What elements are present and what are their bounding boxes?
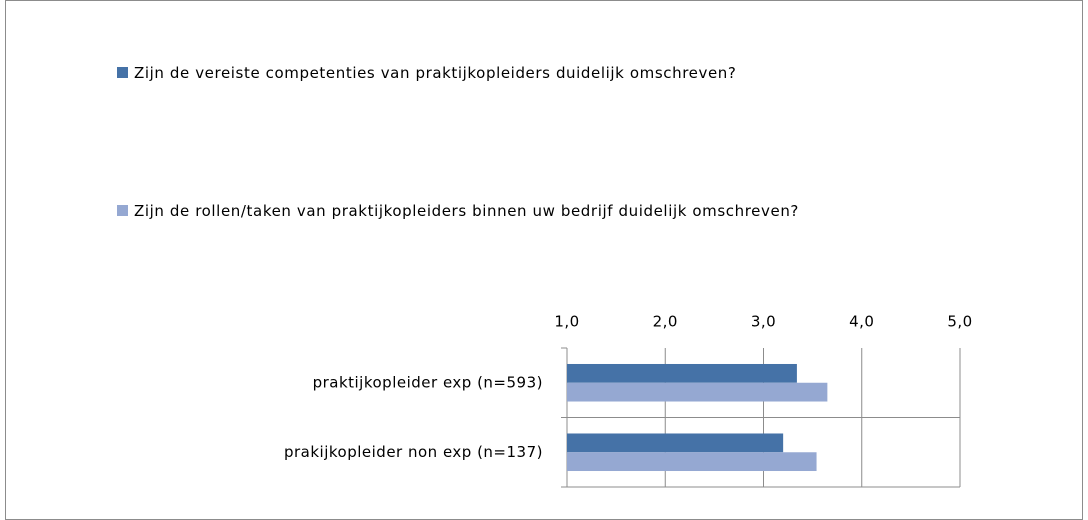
legend-swatch xyxy=(117,205,128,216)
x-tick-label: 3,0 xyxy=(751,313,776,331)
bar xyxy=(567,363,797,383)
legend-item: Zijn de vereiste competenties van prakti… xyxy=(117,57,907,89)
x-tick-label: 5,0 xyxy=(947,313,972,331)
legend-label: Zijn de rollen/taken van praktijkopleide… xyxy=(134,202,799,220)
bar xyxy=(567,382,828,402)
bar xyxy=(567,433,784,453)
y-tick-label: praktijkopleider exp (n=593) xyxy=(313,373,543,391)
legend-swatch xyxy=(117,67,128,78)
y-tick-label: prakijkopleider non exp (n=137) xyxy=(284,443,543,461)
x-tick-label: 2,0 xyxy=(653,313,678,331)
bar xyxy=(567,452,817,472)
legend-item: Zijn de rollen/taken van praktijkopleide… xyxy=(117,195,907,227)
legend-label: Zijn de vereiste competenties van prakti… xyxy=(134,64,737,82)
x-tick-label: 1,0 xyxy=(554,313,579,331)
x-tick-label: 4,0 xyxy=(849,313,874,331)
